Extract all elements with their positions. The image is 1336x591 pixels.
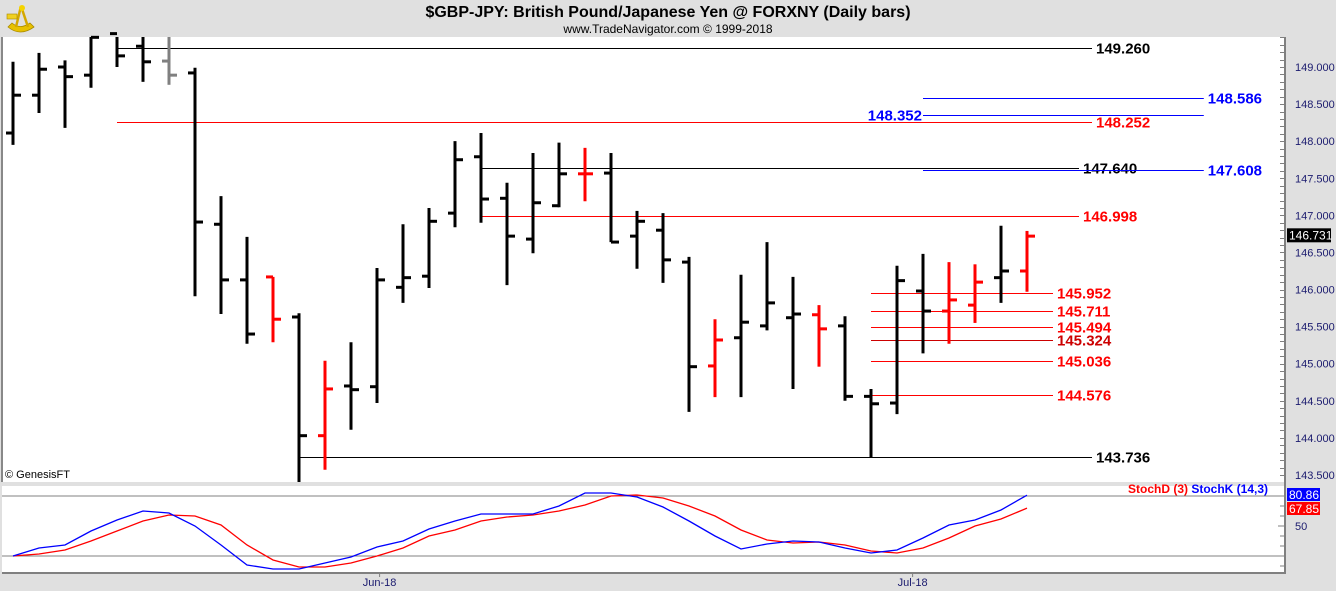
ohlc-bar bbox=[864, 388, 879, 458]
level-label: 144.576 bbox=[1057, 388, 1111, 405]
logo bbox=[6, 5, 35, 33]
price-levels: 149.260 148.586 148.352 148.252 147.640 147.6… bbox=[117, 41, 1262, 467]
ohlc-bar bbox=[344, 342, 359, 430]
ohlc-bar bbox=[708, 319, 723, 398]
date-axis: Jun-18 Jul-18 bbox=[363, 573, 928, 589]
level-label: 145.711 bbox=[1057, 304, 1110, 321]
price-tick-label: 147.000 bbox=[1295, 210, 1335, 222]
level-label: 149.260 bbox=[1096, 41, 1150, 58]
level-label: 148.252 bbox=[1096, 115, 1150, 132]
price-tick-label: 145.000 bbox=[1295, 359, 1335, 371]
ohlc-bar bbox=[656, 213, 671, 283]
ohlc-bar bbox=[6, 61, 21, 145]
legend-stochk: StochK (14,3) bbox=[1191, 482, 1268, 496]
ohlc-bar bbox=[422, 207, 437, 289]
ohlc-bar bbox=[760, 242, 775, 331]
level-label: 148.352 bbox=[868, 108, 922, 125]
ohlc-bar bbox=[890, 265, 905, 415]
price-tick-label: 145.500 bbox=[1295, 322, 1335, 334]
level-label: 147.640 bbox=[1083, 161, 1137, 178]
chart-title: $GBP-JPY: British Pound/Japanese Yen @ F… bbox=[425, 4, 910, 21]
stochk-last-value-box bbox=[1287, 488, 1320, 501]
last-price-label: 146.731 bbox=[1289, 228, 1333, 242]
ohlc-bar bbox=[240, 236, 255, 344]
level-label: 145.036 bbox=[1057, 354, 1111, 371]
stochk-last-value: 80.86 bbox=[1289, 488, 1319, 502]
date-label: Jun-18 bbox=[363, 577, 397, 589]
level-label: 143.736 bbox=[1096, 450, 1150, 467]
stochastic-lines bbox=[12, 492, 1028, 570]
level-label: 148.586 bbox=[1208, 91, 1262, 108]
ohlc-bar bbox=[630, 210, 645, 269]
ohlc-bar bbox=[578, 147, 593, 202]
ohlc-bar bbox=[32, 52, 47, 113]
ohlc-bar bbox=[968, 264, 983, 323]
price-tick-label: 148.500 bbox=[1295, 99, 1335, 111]
ohlc-bar bbox=[942, 262, 957, 344]
ohlc-bar bbox=[786, 276, 801, 389]
ohlc-bar bbox=[838, 316, 853, 401]
last-price-box bbox=[1287, 228, 1331, 243]
stochastic-panel bbox=[2, 486, 1284, 573]
price-tick-label: 148.000 bbox=[1295, 136, 1335, 148]
ohlc-bar bbox=[292, 313, 307, 482]
stochd-last-value-box bbox=[1287, 502, 1320, 515]
price-tick-label: 146.000 bbox=[1295, 285, 1335, 297]
ohlc-bar bbox=[500, 182, 515, 286]
price-tick-label: 143.500 bbox=[1295, 470, 1335, 482]
ohlc-bar bbox=[682, 256, 697, 412]
price-tick-label: 144.500 bbox=[1295, 396, 1335, 408]
ohlc-bar bbox=[994, 225, 1009, 303]
sextant-logo-icon bbox=[6, 5, 35, 33]
level-label: 146.998 bbox=[1083, 209, 1137, 226]
level-label: 147.608 bbox=[1208, 163, 1262, 180]
stochd-line bbox=[12, 494, 1028, 568]
ohlc-bar bbox=[396, 224, 411, 303]
ohlc-bar bbox=[266, 275, 281, 343]
ohlc-bar bbox=[214, 196, 229, 315]
stochd-last-value: 67.85 bbox=[1289, 502, 1319, 516]
level-label: 145.324 bbox=[1057, 333, 1112, 350]
price-tick-label: 146.500 bbox=[1295, 247, 1335, 259]
level-label: 145.952 bbox=[1057, 286, 1111, 303]
legend-stochd: StochD (3) bbox=[1128, 482, 1188, 496]
ohlc-bar bbox=[448, 141, 463, 228]
ohlc-bar bbox=[552, 142, 567, 208]
price-tick-label: 149.000 bbox=[1295, 62, 1335, 74]
copyright-text: © GenesisFT bbox=[5, 469, 70, 481]
ohlc-bar bbox=[526, 153, 541, 254]
ohlc-bar bbox=[1020, 230, 1035, 292]
ohlc-bar bbox=[136, 37, 151, 82]
ohlc-bar bbox=[370, 268, 385, 404]
price-bars bbox=[6, 32, 1035, 482]
ohlc-bar bbox=[734, 274, 749, 398]
ohlc-bar bbox=[58, 60, 73, 128]
ohlc-bar bbox=[812, 305, 827, 367]
ohlc-bar bbox=[84, 35, 99, 88]
ohlc-bar bbox=[162, 37, 177, 85]
stoch-axis: 80.86 67.85 50 bbox=[1287, 488, 1320, 533]
price-panel bbox=[2, 37, 1284, 482]
chart-subtitle: www.TradeNavigator.com © 1999-2018 bbox=[562, 22, 772, 36]
stoch-tick-50: 50 bbox=[1295, 521, 1307, 533]
price-tick-label: 144.000 bbox=[1295, 433, 1335, 445]
ohlc-bar bbox=[916, 253, 931, 354]
ohlc-bar bbox=[188, 67, 203, 297]
ohlc-bar bbox=[110, 32, 125, 67]
price-tick-label: 147.500 bbox=[1295, 173, 1335, 185]
level-label: 145.494 bbox=[1057, 320, 1112, 337]
ohlc-bar bbox=[318, 360, 333, 470]
ohlc-bar bbox=[474, 133, 489, 223]
date-label: Jul-18 bbox=[898, 577, 928, 589]
price-axis: 149.000 148.500 148.000 147.500 147.000 146.5… bbox=[1278, 37, 1335, 567]
ohlc-bar bbox=[604, 153, 619, 244]
stochk-line bbox=[12, 492, 1028, 570]
